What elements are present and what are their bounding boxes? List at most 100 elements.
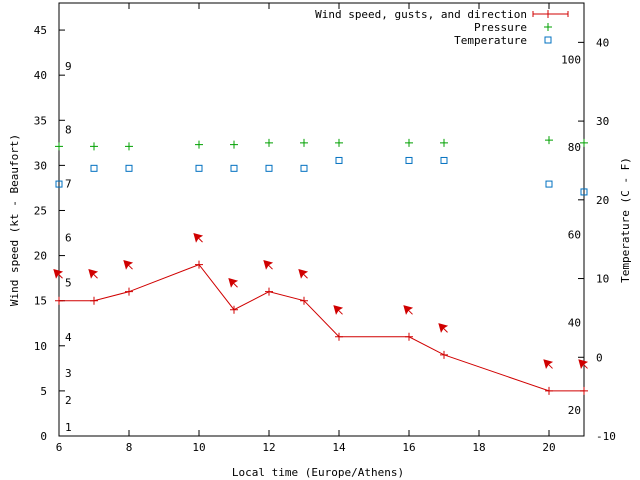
x-tick-label: 6 — [56, 441, 63, 454]
pressure-point — [265, 138, 273, 147]
legend-label: Temperature — [454, 34, 527, 47]
temperature-point — [545, 180, 553, 188]
plot-frame — [58, 2, 585, 437]
beaufort-label: 7 — [65, 177, 72, 190]
beaufort-label: 3 — [65, 367, 72, 380]
wind-direction-arrow — [403, 305, 414, 315]
legend-pressure-marker — [544, 23, 552, 31]
pressure-point — [125, 142, 133, 151]
beaufort-label: 5 — [65, 277, 72, 290]
wind-speed-point — [195, 260, 203, 269]
x-tick-label: 18 — [472, 441, 485, 454]
wind-arrow-head — [543, 359, 554, 369]
fahrenheit-label: 40 — [568, 317, 581, 330]
pressure-point — [90, 142, 98, 151]
beaufort-label: 1 — [65, 421, 72, 434]
y-tick-label: 5 — [40, 385, 47, 398]
wind-arrow-head — [403, 305, 414, 315]
wind-direction-arrow — [333, 305, 344, 315]
x-tick-label: 10 — [192, 441, 205, 454]
temperature-point — [125, 164, 133, 172]
wind-speed-line — [59, 264, 584, 392]
wind-arrow-head — [228, 278, 239, 288]
legend-temperature-marker — [544, 36, 552, 44]
y2-axis-label: Temperature (C - F) — [619, 157, 632, 283]
temperature-point — [300, 164, 308, 172]
pressure-point — [335, 138, 343, 147]
beaufort-label: 4 — [65, 331, 72, 344]
wind-direction-arrow — [88, 269, 99, 279]
temperature-point — [440, 156, 448, 164]
wind-direction-arrow — [193, 232, 204, 243]
temperature-point — [580, 188, 588, 196]
fahrenheit-label: 80 — [568, 141, 581, 154]
temperature-point — [230, 164, 238, 172]
y-axis-label: Wind speed (kt - Beaufort) — [8, 134, 21, 306]
wind-speed-point — [335, 332, 343, 341]
x-tick-label: 14 — [332, 441, 346, 454]
beaufort-label: 8 — [65, 123, 72, 136]
pressure-point — [440, 138, 448, 147]
pressure-point — [580, 138, 588, 147]
beaufort-label: 6 — [65, 232, 72, 245]
temperature-point — [90, 164, 98, 172]
y-tick-label: 15 — [34, 295, 47, 308]
wind-direction-arrow — [578, 359, 589, 369]
wind-speed-point — [300, 296, 308, 305]
wind-arrow-head — [193, 232, 204, 243]
wind-direction-arrow — [438, 323, 449, 333]
beaufort-label: 9 — [65, 60, 72, 73]
y-tick-label: 20 — [34, 250, 47, 263]
x-tick-label: 20 — [542, 441, 555, 454]
wind-speed-point — [125, 287, 133, 296]
pressure-point — [230, 140, 238, 149]
wind-arrow-head — [53, 269, 64, 279]
wind-arrow-head — [123, 260, 134, 270]
pressure-point — [545, 136, 553, 145]
fahrenheit-label: 20 — [568, 404, 581, 417]
wind-direction-arrow — [298, 269, 309, 279]
x-axis-label: Local time (Europe/Athens) — [232, 466, 404, 479]
beaufort-label: 2 — [65, 394, 72, 407]
wind-arrow-head — [263, 260, 274, 270]
wind-arrow-head — [333, 305, 344, 315]
temperature-point — [195, 164, 203, 172]
y-tick-label: 25 — [34, 204, 47, 217]
y2-tick-label: 0 — [596, 351, 603, 364]
wind-speed-point — [55, 296, 63, 305]
legend-label: Wind speed, gusts, and direction — [315, 8, 527, 21]
y-tick-label: 10 — [34, 340, 47, 353]
x-tick-label: 8 — [126, 441, 133, 454]
wind-direction-arrow — [53, 269, 64, 279]
wind-arrow-head — [88, 269, 99, 279]
pressure-point — [55, 142, 63, 151]
y-tick-label: 35 — [34, 114, 47, 127]
legend-wind-marker — [544, 10, 552, 18]
x-tick-label: 12 — [262, 441, 275, 454]
wind-speed-point — [580, 386, 588, 395]
wind-speed-point — [545, 386, 553, 395]
wind-speed-point — [265, 287, 273, 296]
pressure-point — [405, 138, 413, 147]
wind-arrow-head — [578, 359, 589, 369]
temperature-point — [265, 164, 273, 172]
wind-direction-arrow — [543, 359, 554, 369]
temperature-point — [405, 156, 413, 164]
fahrenheit-label: 60 — [568, 228, 581, 241]
wind-arrow-head — [298, 269, 309, 279]
y2-tick-label: 40 — [596, 36, 609, 49]
y-tick-label: 0 — [40, 430, 47, 443]
y2-tick-label: 30 — [596, 115, 609, 128]
x-tick-label: 16 — [402, 441, 415, 454]
temperature-point — [335, 156, 343, 164]
y-tick-label: 30 — [34, 159, 47, 172]
y2-tick-label: 10 — [596, 273, 609, 286]
y-tick-label: 45 — [34, 24, 47, 37]
wind-arrow-head — [438, 323, 449, 333]
wind-speed-point — [230, 305, 238, 314]
wind-direction-arrow — [228, 278, 239, 288]
wind-speed-point — [405, 332, 413, 341]
wind-direction-arrow — [263, 260, 274, 270]
pressure-point — [300, 138, 308, 147]
